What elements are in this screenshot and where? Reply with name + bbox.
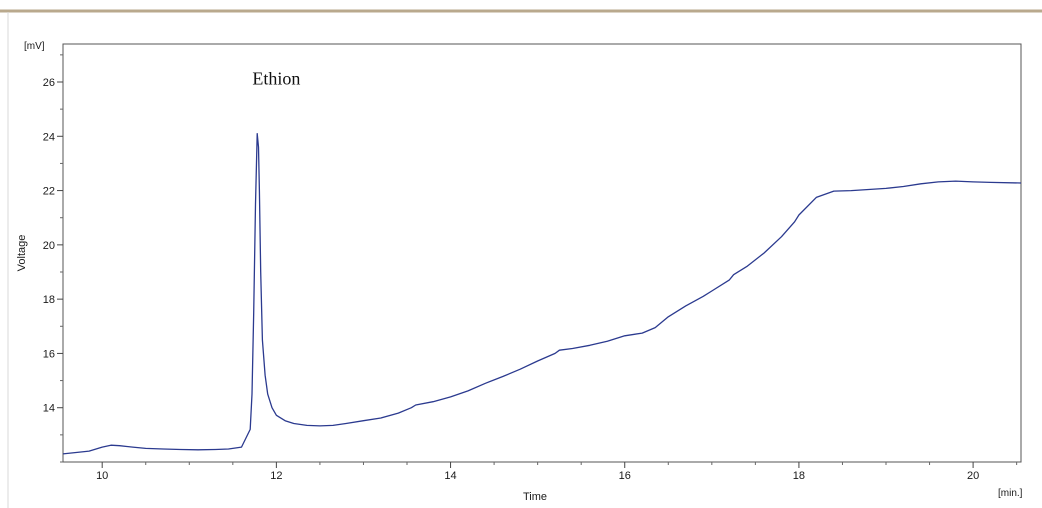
y-tick-label: 18 bbox=[43, 294, 55, 306]
x-tick-label: 16 bbox=[619, 470, 631, 482]
x-tick-label: 14 bbox=[444, 470, 456, 482]
x-tick-label: 18 bbox=[793, 470, 805, 482]
y-tick-label: 14 bbox=[43, 403, 55, 415]
x-tick-label: 12 bbox=[270, 470, 282, 482]
x-unit-label: [min.] bbox=[998, 488, 1023, 499]
plot-area bbox=[62, 43, 1022, 463]
series-layer bbox=[62, 132, 1022, 455]
y-tick-label: 20 bbox=[43, 240, 55, 252]
signal-trace-0 bbox=[62, 132, 1022, 455]
x-tick-label: 10 bbox=[96, 470, 108, 482]
y-tick-label: 26 bbox=[43, 77, 55, 89]
ticks-layer: 10 12 14 16 18 20 14 16 18 20 22 24 26 bbox=[43, 54, 1018, 482]
y-tick-label: 24 bbox=[43, 131, 55, 143]
y-tick-label: 22 bbox=[43, 186, 55, 198]
x-axis-title: Time bbox=[523, 491, 547, 503]
y-axis-title: Voltage bbox=[16, 235, 28, 272]
peak-annotation: Ethion bbox=[252, 69, 300, 89]
y-unit-label: [mV] bbox=[24, 41, 45, 52]
x-tick-label: 20 bbox=[967, 470, 979, 482]
y-tick-label: 16 bbox=[43, 348, 55, 360]
